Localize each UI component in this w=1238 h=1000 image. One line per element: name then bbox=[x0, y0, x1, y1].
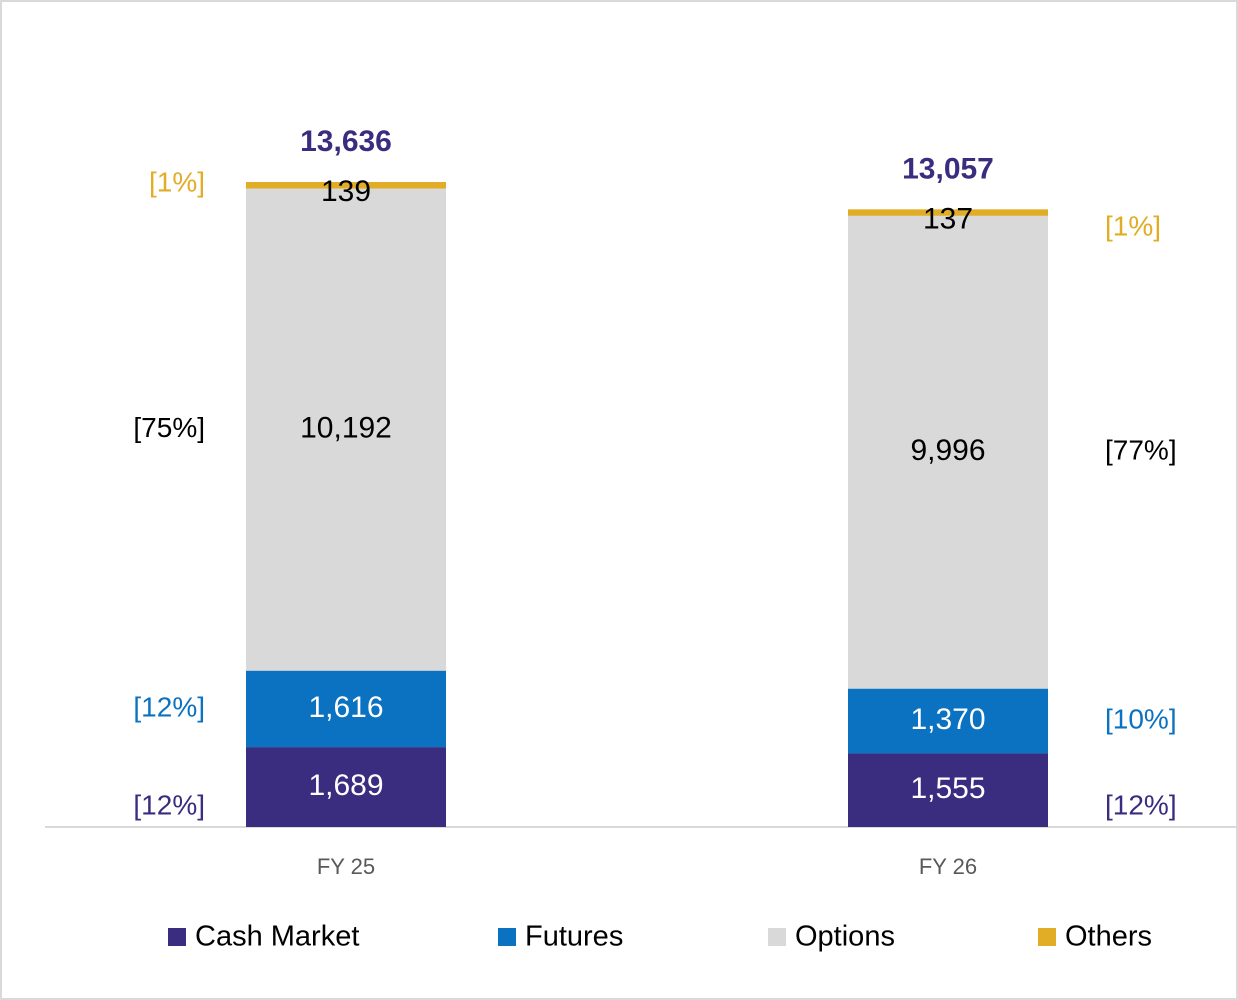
value-label: 9,996 bbox=[910, 434, 985, 467]
bar-segment bbox=[848, 753, 1048, 827]
bar-segment bbox=[246, 182, 446, 189]
legend-swatch bbox=[1038, 928, 1056, 946]
legend-label: Futures bbox=[525, 921, 623, 953]
value-label: 1,616 bbox=[308, 691, 383, 724]
bar-segment bbox=[848, 688, 1048, 754]
legend-label: Options bbox=[795, 921, 895, 953]
legend-swatch bbox=[168, 928, 186, 946]
share-label: [12%] bbox=[133, 789, 205, 820]
share-label: [1%] bbox=[1105, 211, 1161, 242]
legend-label: Cash Market bbox=[195, 921, 359, 953]
value-label: 1,555 bbox=[910, 772, 985, 805]
legend-swatch bbox=[498, 928, 516, 946]
legend-label: Others bbox=[1065, 921, 1152, 953]
share-label: [12%] bbox=[1105, 789, 1177, 820]
share-label: [75%] bbox=[133, 412, 205, 443]
share-label: [1%] bbox=[149, 166, 205, 197]
bar-segment bbox=[848, 215, 1048, 689]
value-label: 1,689 bbox=[308, 769, 383, 802]
bar-segment bbox=[246, 670, 446, 748]
bar-segment bbox=[246, 747, 446, 827]
value-label: 139 bbox=[321, 175, 371, 208]
x-tick-label: FY 25 bbox=[317, 854, 375, 879]
value-label: 137 bbox=[923, 202, 973, 235]
share-label: [12%] bbox=[133, 691, 205, 722]
value-label: 10,192 bbox=[300, 412, 392, 445]
share-label: [10%] bbox=[1105, 703, 1177, 734]
share-label: [77%] bbox=[1105, 435, 1177, 466]
legend-swatch bbox=[768, 928, 786, 946]
total-label: 13,636 bbox=[300, 125, 392, 158]
bar-segment bbox=[848, 209, 1048, 216]
total-label: 13,057 bbox=[902, 152, 994, 185]
x-tick-label: FY 26 bbox=[919, 854, 977, 879]
value-label: 1,370 bbox=[910, 703, 985, 736]
bar-segment bbox=[246, 188, 446, 671]
